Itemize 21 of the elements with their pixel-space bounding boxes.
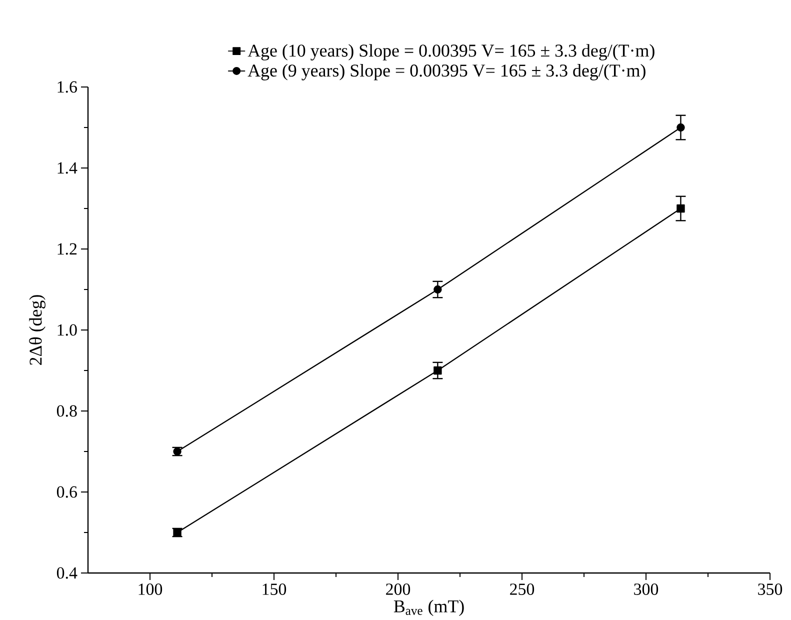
point	[434, 285, 442, 294]
x-tick-label: 100	[138, 584, 162, 595]
legend-label: Age (10 years) Slope = 0.00395 V= 165 ± 3.3 deg/(T·m)	[248, 44, 654, 60]
point	[676, 204, 685, 213]
y-tick-label: 0.4	[56, 567, 78, 579]
point	[434, 366, 442, 375]
y-tick-label: 1.0	[58, 324, 77, 336]
x-axis-title: B$_{ave}$ (mT)	[394, 600, 464, 616]
y-tick-label: 1.4	[58, 162, 78, 174]
legend-label: Age (9 years) Slope = 0.00395 V= 165 ± 3.3 deg/(T·m)	[248, 64, 646, 80]
y-tick-label: 0.8	[56, 405, 77, 417]
point	[676, 123, 685, 132]
x-tick-label: 350	[758, 584, 782, 595]
x-tick-label: 200	[386, 584, 410, 595]
x-tick-label: 300	[634, 584, 658, 595]
y-tick-label: 1.6	[58, 81, 77, 93]
y-tick-label: 1.2	[58, 243, 77, 255]
x-tick-label: 150	[262, 584, 286, 595]
y-axis-title: 2Δθ (deg)	[29, 295, 46, 365]
x-tick-label: 250	[510, 584, 534, 595]
y-tick-label: 0.6	[56, 486, 77, 498]
